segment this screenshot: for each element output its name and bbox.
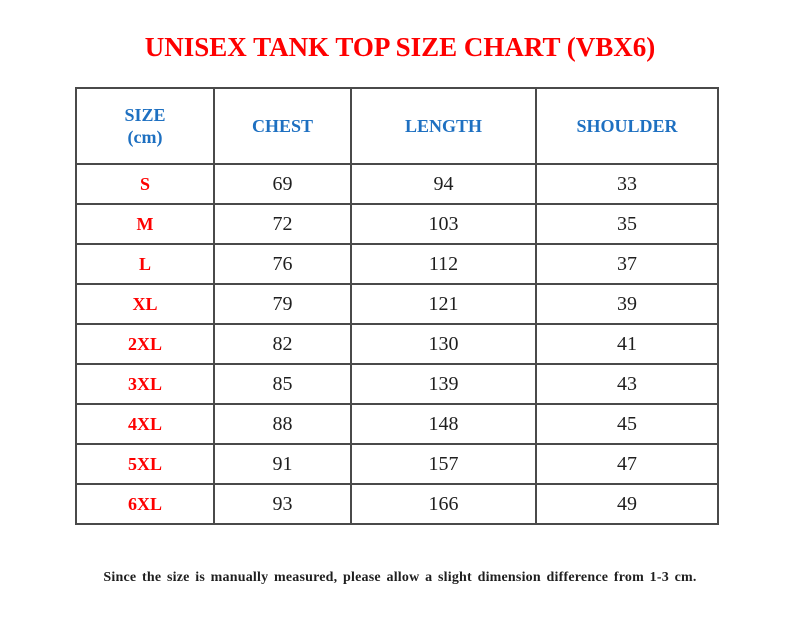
chest-cell: 85	[213, 363, 352, 405]
table-row: 4XL 88 148 45	[75, 403, 719, 445]
size-cell: 2XL	[75, 323, 215, 365]
header-cell-length: LENGTH	[350, 87, 537, 165]
length-cell: 94	[350, 163, 537, 205]
table-row: 6XL 93 166 49	[75, 483, 719, 525]
size-cell: 3XL	[75, 363, 215, 405]
length-cell: 130	[350, 323, 537, 365]
header-cell-shoulder: SHOULDER	[535, 87, 719, 165]
length-cell: 112	[350, 243, 537, 285]
header-cell-size: SIZE (cm)	[75, 87, 215, 165]
chest-cell: 91	[213, 443, 352, 485]
size-cell: M	[75, 203, 215, 245]
length-cell: 103	[350, 203, 537, 245]
header-cell-chest: CHEST	[213, 87, 352, 165]
table-row: XL 79 121 39	[75, 283, 719, 325]
chest-cell: 82	[213, 323, 352, 365]
table-row: 3XL 85 139 43	[75, 363, 719, 405]
shoulder-cell: 47	[535, 443, 719, 485]
shoulder-cell: 43	[535, 363, 719, 405]
shoulder-cell: 39	[535, 283, 719, 325]
size-cell: 6XL	[75, 483, 215, 525]
table-row: S 69 94 33	[75, 163, 719, 205]
length-cell: 121	[350, 283, 537, 325]
table-row: 5XL 91 157 47	[75, 443, 719, 485]
table-row: 2XL 82 130 41	[75, 323, 719, 365]
chest-cell: 88	[213, 403, 352, 445]
size-cell: S	[75, 163, 215, 205]
shoulder-cell: 45	[535, 403, 719, 445]
shoulder-cell: 37	[535, 243, 719, 285]
length-cell: 157	[350, 443, 537, 485]
length-cell: 148	[350, 403, 537, 445]
footnote: Since the size is manually measured, ple…	[103, 570, 697, 585]
table-row: L 76 112 37	[75, 243, 719, 285]
shoulder-cell: 33	[535, 163, 719, 205]
page-title: UNISEX TANK TOP SIZE CHART (VBX6)	[144, 32, 656, 62]
size-chart-table: SIZE (cm) CHEST LENGTH SHOULDER S 69 94 …	[75, 87, 719, 525]
chest-cell: 72	[213, 203, 352, 245]
shoulder-cell: 49	[535, 483, 719, 525]
header-size-line2: (cm)	[127, 127, 163, 147]
size-cell: XL	[75, 283, 215, 325]
table-row: M 72 103 35	[75, 203, 719, 245]
shoulder-cell: 41	[535, 323, 719, 365]
chest-cell: 76	[213, 243, 352, 285]
header-row: SIZE (cm) CHEST LENGTH SHOULDER	[75, 87, 719, 165]
length-cell: 139	[350, 363, 537, 405]
chest-cell: 69	[213, 163, 352, 205]
header-size-line1: SIZE	[124, 104, 166, 125]
size-cell: L	[75, 243, 215, 285]
size-cell: 4XL	[75, 403, 215, 445]
length-cell: 166	[350, 483, 537, 525]
size-cell: 5XL	[75, 443, 215, 485]
chest-cell: 79	[213, 283, 352, 325]
chest-cell: 93	[213, 483, 352, 525]
shoulder-cell: 35	[535, 203, 719, 245]
